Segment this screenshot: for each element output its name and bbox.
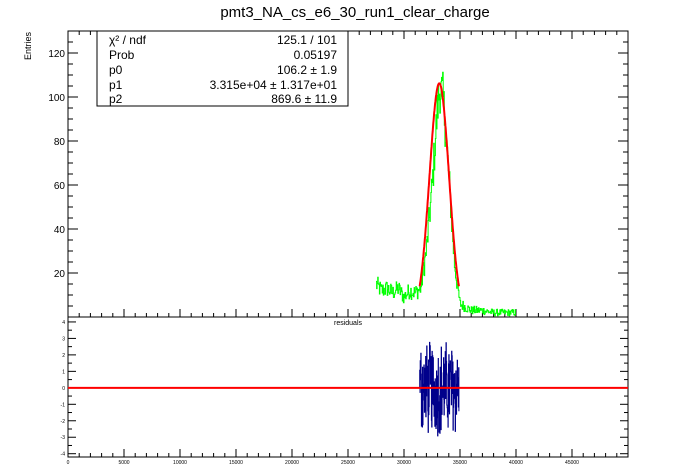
res-x-tick-label: 45000	[565, 460, 579, 466]
res-x-tick-label: 0	[67, 460, 70, 466]
chart-title: pmt3_NA_cs_e6_30_run1_clear_charge	[220, 4, 489, 21]
stats-row-value: 106.2 ± 1.9	[277, 63, 337, 77]
y-tick-label: 120	[48, 49, 65, 60]
res-y-tick-label: 3	[62, 336, 65, 342]
fit-curve	[418, 82, 460, 287]
y-tick-label: 80	[54, 137, 66, 148]
res-y-tick-label: -3	[61, 435, 66, 441]
residuals-title: residuals	[334, 320, 363, 327]
stats-box-frame	[96, 30, 349, 107]
residuals-axes: -4 -3 -2 -1 0 1 2 3 4 0 5000 10000 15000 20000 25000 30…	[61, 320, 629, 466]
res-x-tick-label: 40000	[509, 460, 523, 466]
stats-row-label: χ² / ndf	[109, 33, 147, 47]
y-tick-label: 100	[48, 93, 65, 104]
residuals-layer	[419, 341, 460, 437]
fit-curve-layer	[418, 82, 460, 287]
res-y-tick-label: 0	[62, 386, 65, 392]
stats-row-value: 0.05197	[294, 48, 338, 62]
stats-box: χ² / ndf 125.1 / 101 Prob 0.05197 p0 106…	[96, 30, 349, 107]
res-x-tick-label: 35000	[453, 460, 467, 466]
stats-row-label: Prob	[109, 48, 135, 62]
res-y-tick-label: -4	[61, 452, 66, 458]
residuals-series	[419, 341, 460, 437]
stats-row-label: p2	[109, 92, 123, 106]
res-x-tick-label: 5000	[118, 460, 129, 466]
y-tick-label: 60	[54, 181, 66, 192]
res-y-tick-label: 1	[62, 369, 65, 375]
histogram-series	[376, 71, 516, 317]
stats-row-value: 869.6 ± 11.9	[271, 92, 337, 106]
y-tick-label: 20	[54, 269, 66, 280]
res-y-tick-label: 2	[62, 353, 65, 359]
stats-row-label: p0	[109, 63, 123, 77]
res-x-tick-label: 30000	[397, 460, 411, 466]
stats-row-label: p1	[109, 78, 123, 92]
stats-row-value: 125.1 / 101	[277, 33, 337, 47]
res-y-tick-label: 4	[62, 320, 65, 326]
histogram-layer	[376, 71, 516, 317]
res-x-tick-label: 15000	[229, 460, 243, 466]
y-axis-label: Entries	[23, 32, 33, 61]
res-y-tick-label: -1	[61, 402, 66, 408]
stats-row-value: 3.315e+04 ± 1.317e+01	[210, 78, 338, 92]
res-x-tick-label: 20000	[285, 460, 299, 466]
res-x-tick-label: 25000	[341, 460, 355, 466]
res-x-tick-label: 10000	[173, 460, 187, 466]
res-y-tick-label: -2	[61, 419, 66, 425]
y-tick-label: 40	[54, 225, 66, 236]
